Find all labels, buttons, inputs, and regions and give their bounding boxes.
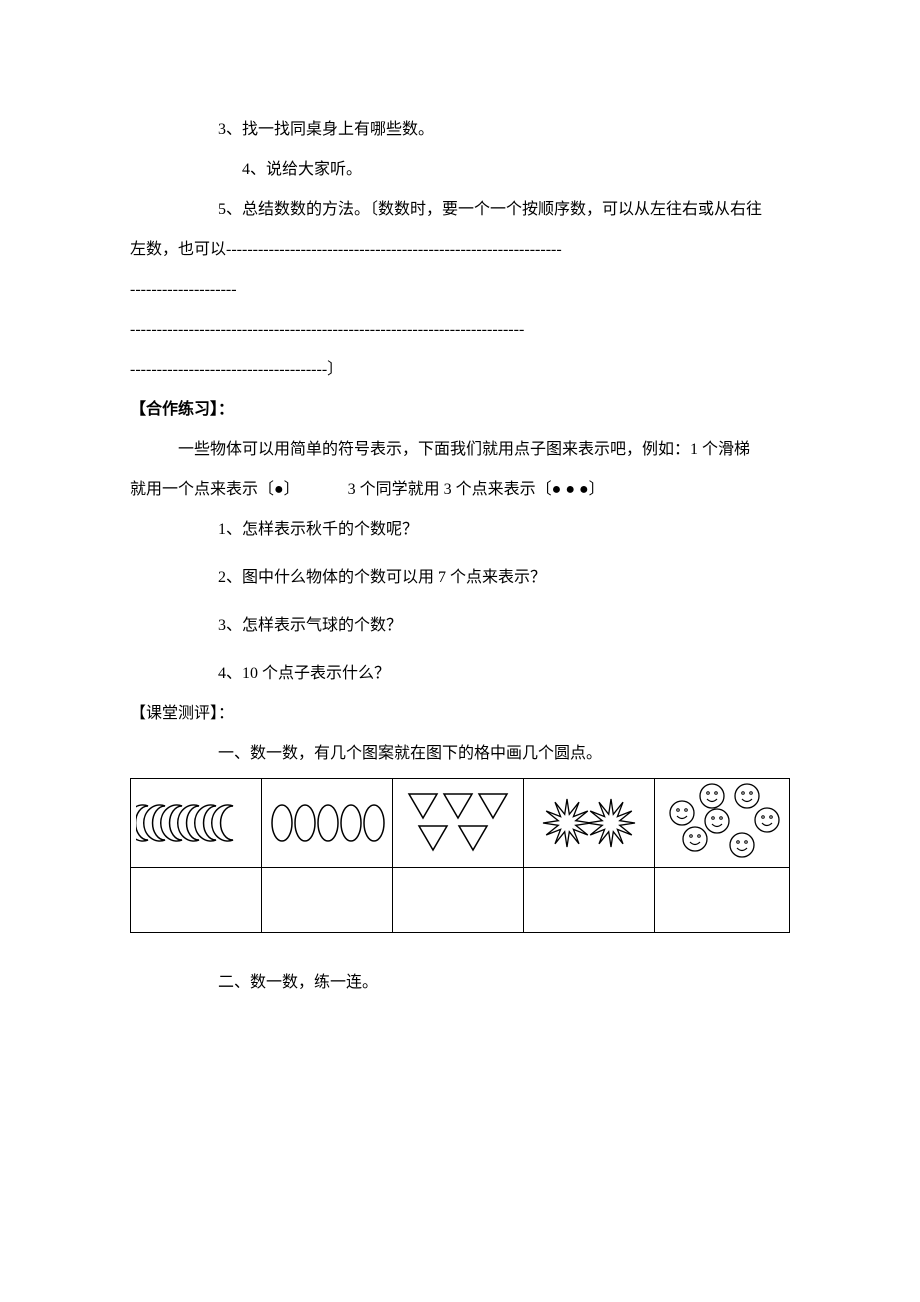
spacer (130, 646, 790, 654)
cell-triangles (393, 779, 524, 868)
coop-q1: 1、怎样表示秋千的个数呢？ (130, 510, 790, 550)
triangles-icon (398, 788, 518, 858)
section-test-title: 【课堂测评】： (130, 694, 790, 734)
smileys-icon (657, 783, 787, 863)
count-table (130, 778, 790, 933)
spacer (130, 933, 790, 963)
item-5-line2: 左数，也可以----------------------------------… (130, 230, 790, 270)
table-row (131, 779, 790, 868)
answer-cell[interactable] (131, 868, 262, 933)
item-5-line4: ----------------------------------------… (130, 310, 790, 350)
moons-icon (136, 798, 256, 848)
coop-p1: 一些物体可以用简单的符号表示，下面我们就用点子图来表示吧，例如：1 个滑梯 (130, 430, 790, 470)
coop-q2: 2、图中什么物体的个数可以用 7 个点来表示？ (130, 558, 790, 598)
answer-cell[interactable] (393, 868, 524, 933)
cell-moons (131, 779, 262, 868)
test-part1: 一、数一数，有几个图案就在图下的格中画几个圆点。 (130, 734, 790, 774)
item-3: 3、找一找同桌身上有哪些数。 (130, 110, 790, 150)
coop-q4: 4、10 个点子表示什么？ (130, 654, 790, 694)
coop-q3: 3、怎样表示气球的个数？ (130, 606, 790, 646)
coop-p2: 就用一个点来表示〔●〕 3 个同学就用 3 个点来表示〔● ● ●〕 (130, 470, 790, 510)
ovals-icon (267, 798, 387, 848)
cell-smileys (655, 779, 790, 868)
cell-ovals (262, 779, 393, 868)
test-part2: 二、数一数，练一连。 (130, 963, 790, 1003)
item-4: 4、说给大家听。 (130, 150, 790, 190)
section-coop-title: 【合作练习】： (130, 390, 790, 430)
spacer (130, 550, 790, 558)
answer-cell[interactable] (262, 868, 393, 933)
item-5-line3: -------------------- (130, 270, 790, 310)
answer-cell[interactable] (524, 868, 655, 933)
spacer (130, 598, 790, 606)
answer-cell[interactable] (655, 868, 790, 933)
table-row (131, 868, 790, 933)
item-5-line1: 5、总结数数的方法。〔数数时，要一个一个按顺序数，可以从左往右或从右往 (130, 190, 790, 230)
cell-stars (524, 779, 655, 868)
page: 3、找一找同桌身上有哪些数。 4、说给大家听。 5、总结数数的方法。〔数数时，要… (0, 0, 920, 1302)
item-5-line5: -------------------------------------〕 (130, 350, 790, 390)
bursts-icon (529, 788, 649, 858)
